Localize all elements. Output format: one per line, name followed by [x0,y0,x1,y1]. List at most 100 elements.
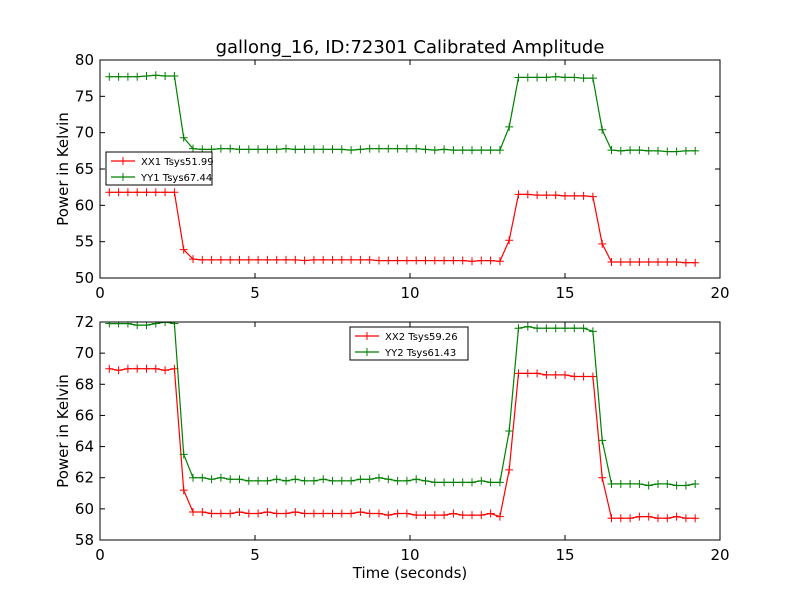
data-point [551,191,560,200]
data-point [579,74,588,83]
data-point [105,364,114,373]
data-point [533,73,542,82]
data-point [123,188,132,197]
data-point [105,188,114,197]
data-point [375,256,383,265]
data-point [375,509,383,518]
data-point [244,145,253,154]
data-point [226,509,235,518]
data-point [598,473,607,482]
data-point [598,239,607,248]
data-point [244,509,253,518]
data-point [356,255,365,264]
data-point [477,511,486,520]
data-point [542,324,551,333]
x-tick-label: 10 [400,284,419,302]
data-point [328,509,337,518]
data-point [393,144,402,153]
data-point [300,476,309,485]
y-tick-label: 68 [75,375,94,393]
y-tick-label: 65 [75,160,94,178]
data-point [365,509,374,518]
data-point [458,146,467,155]
x-tick-label: 0 [95,546,105,564]
data-point [579,324,588,333]
data-point [672,512,681,521]
data-point [468,478,476,487]
data-point [263,145,272,154]
data-point [523,73,532,82]
data-point [319,145,328,154]
data-point [328,145,337,154]
data-point [449,256,458,265]
data-point [282,144,290,153]
data-point [588,372,597,381]
data-point [672,481,681,490]
data-point [449,509,458,518]
chart-title: gallong_16, ID:72301 Calibrated Amplitud… [216,37,605,58]
data-point [198,507,207,516]
data-point [495,146,504,155]
data-point [393,256,402,265]
data-point [282,509,290,518]
data-point [523,369,532,378]
legend-swatch-marker [119,173,127,181]
data-point [691,258,700,267]
data-point [300,256,309,265]
data-point [114,188,123,197]
x-tick-label: 5 [250,284,260,302]
data-point [207,475,216,484]
data-point [328,255,337,264]
data-point [291,507,300,516]
data-point [272,475,281,484]
data-point [170,71,179,80]
data-point [533,324,542,333]
data-point [588,192,597,201]
series-line [109,367,696,519]
data-point [421,256,430,265]
data-point [486,478,495,487]
data-point [468,146,476,155]
data-point [514,190,523,199]
data-point [654,146,662,155]
data-point [179,486,188,495]
data-point [505,465,514,474]
data-point [226,475,235,484]
data-point [263,255,272,264]
legend-label: YY2 Tsys61.43 [384,348,456,359]
data-point [309,476,318,485]
data-point [626,479,635,488]
data-point [133,364,142,373]
data-point [347,255,356,264]
data-point [226,144,235,153]
data-point [179,133,188,142]
data-point [598,125,607,134]
data-point [551,324,560,333]
data-point [644,258,653,267]
data-point [319,475,328,484]
data-point [235,145,244,154]
data-point [337,509,346,518]
data-point [254,255,263,264]
data-point [402,509,411,518]
data-point [616,146,625,155]
x-tick-label: 10 [400,546,419,564]
data-point [440,511,449,520]
data-point [375,144,383,153]
data-point [607,258,616,267]
data-point [588,74,597,83]
data-point [272,509,281,518]
data-point [635,479,644,488]
y-tick-label: 70 [75,344,94,362]
x-tick-label: 15 [555,284,574,302]
data-point [663,147,672,156]
data-point [123,364,132,373]
data-point [626,514,635,523]
data-point [319,255,328,264]
data-point [523,190,532,199]
data-point [551,370,560,379]
data-point [393,509,402,518]
data-point [282,255,290,264]
data-point [412,256,421,265]
